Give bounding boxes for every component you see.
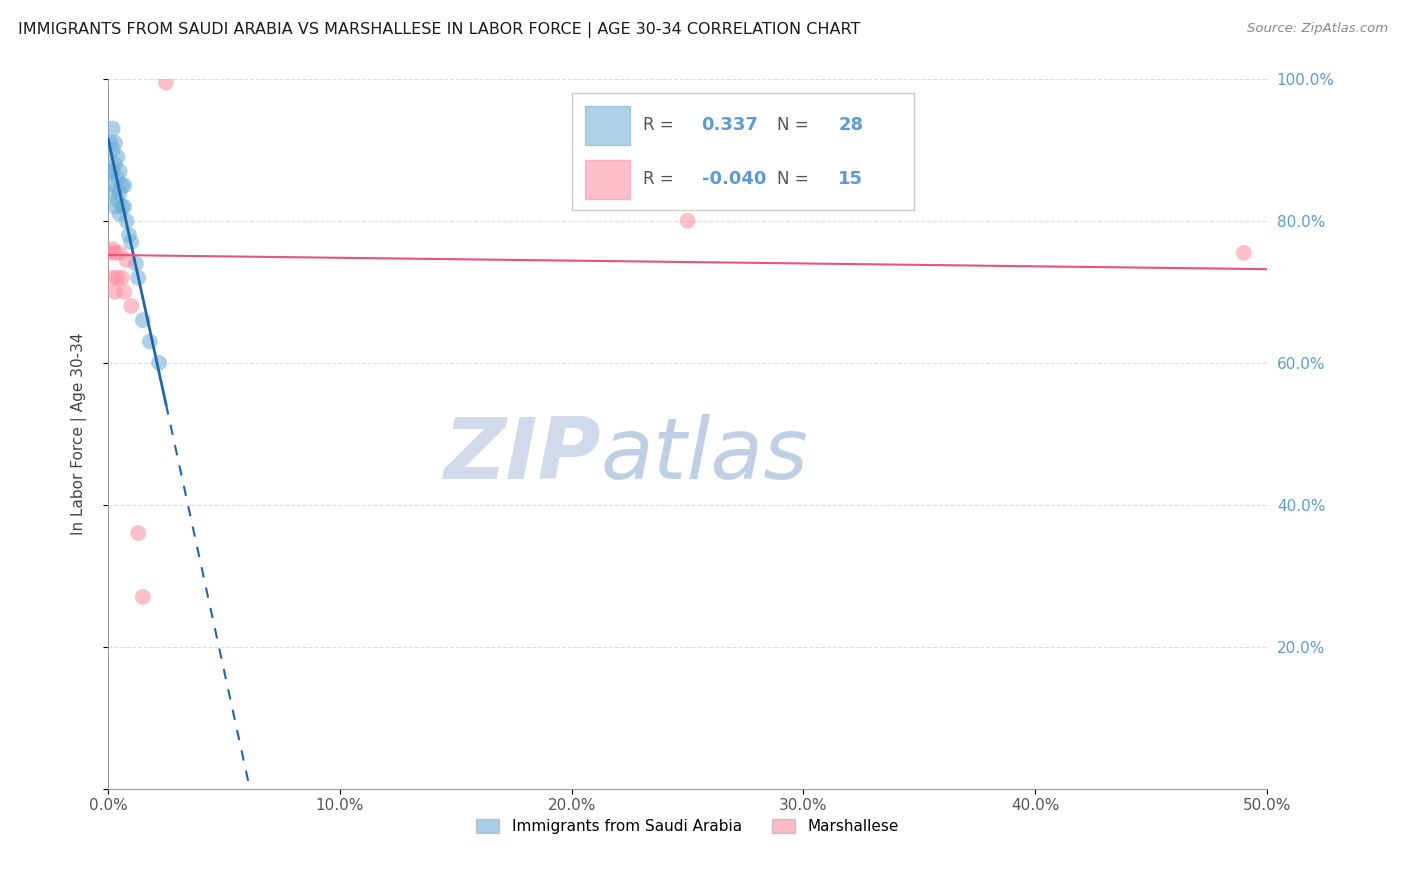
Point — [139, 334, 162, 349]
Point — [101, 242, 124, 256]
Point — [120, 299, 142, 313]
Point — [108, 245, 131, 260]
Point — [101, 121, 124, 136]
Point — [111, 178, 134, 193]
Point — [100, 245, 122, 260]
Point — [111, 270, 134, 285]
Point — [101, 143, 124, 157]
Point — [105, 171, 128, 186]
Text: atlas: atlas — [600, 414, 808, 497]
Point — [108, 207, 131, 221]
Point — [105, 150, 128, 164]
Point — [155, 76, 177, 90]
Text: IMMIGRANTS FROM SAUDI ARABIA VS MARSHALLESE IN LABOR FORCE | AGE 30-34 CORRELATI: IMMIGRANTS FROM SAUDI ARABIA VS MARSHALL… — [18, 22, 860, 38]
Point — [125, 256, 148, 270]
Text: ZIP: ZIP — [443, 414, 600, 497]
Point — [101, 186, 124, 200]
Point — [100, 136, 122, 150]
Point — [120, 235, 142, 249]
Point — [101, 270, 124, 285]
Text: Source: ZipAtlas.com: Source: ZipAtlas.com — [1247, 22, 1388, 36]
Point — [1233, 245, 1256, 260]
Point — [132, 313, 155, 327]
Point — [105, 270, 128, 285]
Point — [104, 178, 127, 193]
Legend: Immigrants from Saudi Arabia, Marshallese: Immigrants from Saudi Arabia, Marshalles… — [477, 819, 898, 834]
Point — [118, 228, 141, 243]
Point — [105, 193, 128, 207]
Point — [104, 285, 127, 299]
Point — [104, 200, 127, 214]
Point — [101, 164, 124, 178]
Point — [127, 526, 149, 541]
Point — [115, 214, 138, 228]
Point — [676, 214, 699, 228]
Point — [148, 356, 170, 370]
Point — [104, 136, 127, 150]
Point — [100, 164, 122, 178]
Point — [108, 164, 131, 178]
Point — [112, 178, 135, 193]
Point — [104, 157, 127, 171]
Point — [108, 186, 131, 200]
Point — [111, 200, 134, 214]
Y-axis label: In Labor Force | Age 30-34: In Labor Force | Age 30-34 — [72, 333, 87, 535]
Point — [132, 590, 155, 604]
Point — [112, 285, 135, 299]
Point — [112, 200, 135, 214]
Point — [104, 245, 127, 260]
Point — [115, 252, 138, 267]
Point — [127, 270, 149, 285]
